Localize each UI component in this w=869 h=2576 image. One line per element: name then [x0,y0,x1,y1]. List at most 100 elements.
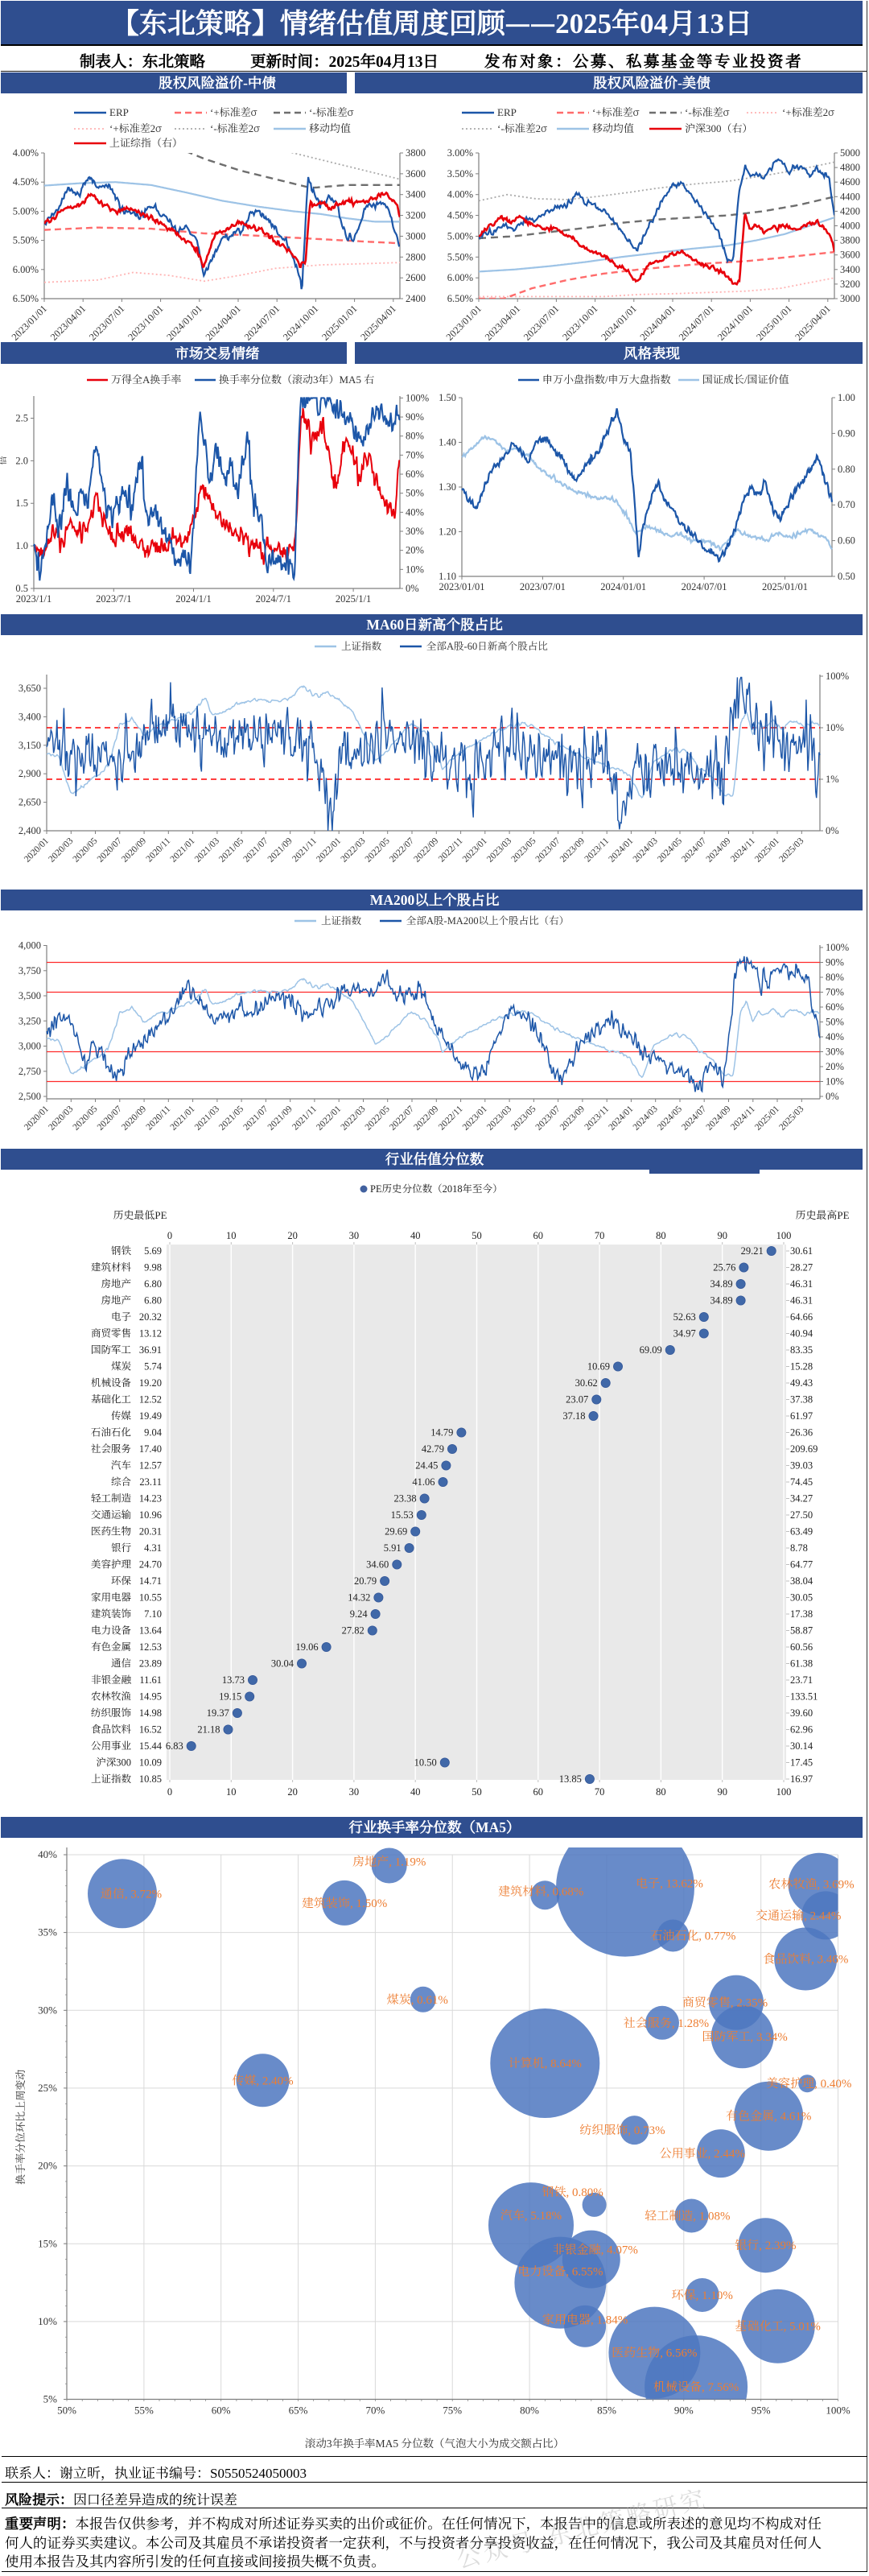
svg-text:13.12: 13.12 [139,1326,162,1340]
svg-text:2,500: 2,500 [19,1088,41,1103]
svg-text:医药生物, 6.56%: 医药生物, 6.56% [612,2344,697,2361]
svg-text:40: 40 [410,1784,421,1798]
svg-text:2024/7/1: 2024/7/1 [256,591,291,605]
svg-text:5.50%: 5.50% [447,249,473,263]
svg-text:63.49: 63.49 [790,1524,813,1538]
svg-text:2023/01/01: 2023/01/01 [7,301,49,341]
svg-text:50%: 50% [57,2402,76,2417]
svg-text:‘-标准差σ: ‘-标准差σ [685,104,731,119]
svg-text:2022/07: 2022/07 [386,834,417,865]
svg-text:5%: 5% [43,2391,58,2406]
svg-text:0%: 0% [826,1088,839,1103]
svg-text:3400: 3400 [406,187,426,201]
svg-text:20.79: 20.79 [354,1573,377,1587]
svg-text:17.45: 17.45 [790,1755,813,1769]
svg-text:2020/05: 2020/05 [69,1102,100,1133]
svg-text:4.00%: 4.00% [13,145,39,159]
svg-text:30.05: 30.05 [790,1590,813,1604]
svg-text:12.53: 12.53 [139,1639,162,1653]
svg-text:23.89: 23.89 [139,1656,162,1670]
svg-text:2023/09: 2023/09 [557,834,587,865]
svg-text:20: 20 [287,1784,298,1798]
svg-text:3,750: 3,750 [19,963,41,977]
svg-text:2,400: 2,400 [19,823,41,837]
svg-text:29.21: 29.21 [741,1243,764,1257]
svg-text:50%: 50% [826,1014,844,1029]
svg-text:30.62: 30.62 [575,1375,598,1389]
svg-text:国证成长/国证价值: 国证成长/国证价值 [702,371,789,386]
svg-text:历史最高PE: 历史最高PE [795,1207,849,1222]
svg-text:2024/03: 2024/03 [630,834,661,865]
svg-text:2020/07: 2020/07 [94,1102,125,1133]
svg-text:16.52: 16.52 [139,1722,162,1736]
svg-text:37.18: 37.18 [562,1408,585,1422]
svg-text:24.70: 24.70 [139,1557,162,1571]
svg-text:19.15: 19.15 [219,1689,241,1703]
svg-text:10: 10 [226,1784,237,1798]
svg-text:3800: 3800 [840,233,860,247]
svg-text:环保: 环保 [111,1573,132,1587]
svg-text:2022/09: 2022/09 [410,834,441,865]
svg-text:全部A股-60日新高个股占比: 全部A股-60日新高个股占比 [426,638,548,653]
svg-text:70%: 70% [406,447,424,461]
svg-text:2022/03: 2022/03 [337,1102,368,1133]
svg-text:通信: 通信 [111,1656,132,1670]
svg-text:煤炭: 煤炭 [111,1359,132,1373]
svg-text:2024/01: 2024/01 [605,834,636,865]
svg-text:30.61: 30.61 [790,1243,813,1257]
svg-text:2025/01/01: 2025/01/01 [752,301,794,341]
svg-text:传媒, 2.40%: 传媒, 2.40% [231,2071,293,2088]
svg-text:5.69: 5.69 [144,1243,162,1257]
svg-text:2025/04/01: 2025/04/01 [356,301,398,341]
svg-text:2025/01: 2025/01 [752,1102,782,1133]
svg-text:30%: 30% [38,2001,57,2017]
svg-text:5.74: 5.74 [144,1359,163,1373]
svg-text:汽车, 5.18%: 汽车, 5.18% [500,2207,562,2223]
svg-text:2022/07: 2022/07 [386,1102,417,1133]
svg-text:61.97: 61.97 [790,1408,813,1422]
svg-text:传媒: 传媒 [111,1408,132,1422]
svg-text:房地产, 1.19%: 房地产, 1.19% [352,1853,426,1870]
svg-text:纺织服饰, 0.73%: 纺织服饰, 0.73% [579,2121,665,2138]
svg-text:2023/11: 2023/11 [581,834,612,865]
svg-text:23.71: 23.71 [790,1672,813,1686]
svg-text:28.27: 28.27 [790,1260,813,1274]
svg-text:ERP: ERP [497,104,517,119]
svg-text:2024/01/01: 2024/01/01 [597,301,639,341]
svg-text:2022/03: 2022/03 [337,834,368,865]
svg-text:移动均值: 移动均值 [309,120,351,135]
svg-text:历史最低PE: 历史最低PE [113,1207,167,1222]
svg-text:100%: 100% [826,939,849,954]
svg-text:美容护理, 0.40%: 美容护理, 0.40% [766,2074,851,2091]
svg-text:社会服务, 1.28%: 社会服务, 1.28% [624,2014,709,2031]
svg-text:10%: 10% [406,561,424,576]
svg-text:90%: 90% [826,955,844,969]
svg-text:‘+标准差σ: ‘+标准差σ [210,104,258,119]
svg-text:30%: 30% [406,523,424,538]
svg-text:上证指数: 上证指数 [341,638,382,653]
svg-text:4.00%: 4.00% [447,187,473,201]
svg-text:3000: 3000 [406,228,426,242]
svg-text:2024/09: 2024/09 [702,834,733,865]
svg-text:90: 90 [717,1228,727,1242]
svg-text:75%: 75% [443,2402,462,2417]
svg-text:60: 60 [533,1784,544,1798]
svg-text:0.90: 0.90 [838,425,855,440]
svg-text:49.43: 49.43 [790,1375,813,1389]
svg-text:1.40: 1.40 [439,435,456,449]
svg-text:2023/07: 2023/07 [532,1102,562,1133]
svg-text:农林牧渔, 3.69%: 农林牧渔, 3.69% [768,1876,854,1893]
svg-text:3600: 3600 [840,247,860,262]
svg-text:41.06: 41.06 [412,1474,434,1488]
svg-text:10%: 10% [38,2313,57,2328]
svg-text:30.14: 30.14 [790,1738,813,1752]
svg-text:2024/01/01: 2024/01/01 [600,579,646,593]
svg-text:20: 20 [287,1228,298,1242]
svg-text:2024/11: 2024/11 [727,834,758,865]
svg-text:80: 80 [656,1228,666,1242]
svg-text:23.38: 23.38 [393,1491,416,1505]
svg-text:有色金属: 有色金属 [91,1639,131,1653]
svg-text:0.80: 0.80 [838,461,855,476]
svg-text:5.50%: 5.50% [13,233,39,247]
svg-text:2023/07/01: 2023/07/01 [520,301,562,341]
